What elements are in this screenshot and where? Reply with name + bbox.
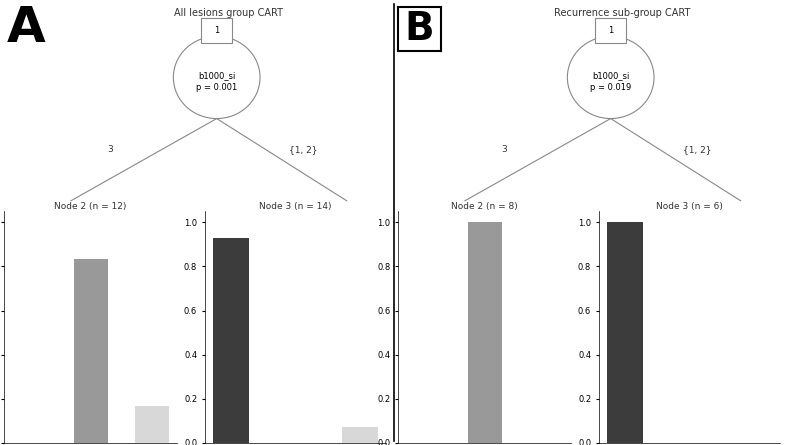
Bar	[342, 427, 378, 443]
Text: b1000_si
p = 0.001: b1000_si p = 0.001	[196, 71, 237, 92]
Text: All lesions group CART: All lesions group CART	[174, 8, 283, 18]
Bar	[213, 238, 249, 443]
Text: b1000_si
p = 0.019: b1000_si p = 0.019	[590, 71, 631, 92]
Bar	[607, 222, 643, 443]
Bar	[136, 406, 169, 443]
Ellipse shape	[173, 36, 260, 118]
Text: {1, 2}: {1, 2}	[289, 146, 318, 154]
Text: A: A	[6, 4, 45, 53]
Title: Node 3 (n = 6): Node 3 (n = 6)	[656, 202, 723, 210]
Text: {1, 2}: {1, 2}	[683, 146, 712, 154]
Ellipse shape	[567, 36, 654, 118]
Text: B: B	[405, 10, 434, 48]
Title: Node 3 (n = 14): Node 3 (n = 14)	[259, 202, 332, 210]
Text: 1: 1	[214, 26, 219, 35]
FancyBboxPatch shape	[595, 18, 626, 43]
Text: 3: 3	[501, 146, 507, 154]
Title: Node 2 (n = 12): Node 2 (n = 12)	[54, 202, 127, 210]
Bar	[73, 259, 108, 443]
Text: 1: 1	[608, 26, 613, 35]
Text: 3: 3	[107, 146, 113, 154]
Text: Recurrence sub-group CART: Recurrence sub-group CART	[554, 8, 691, 18]
FancyBboxPatch shape	[201, 18, 232, 43]
Bar	[467, 222, 502, 443]
Title: Node 2 (n = 8): Node 2 (n = 8)	[452, 202, 518, 210]
